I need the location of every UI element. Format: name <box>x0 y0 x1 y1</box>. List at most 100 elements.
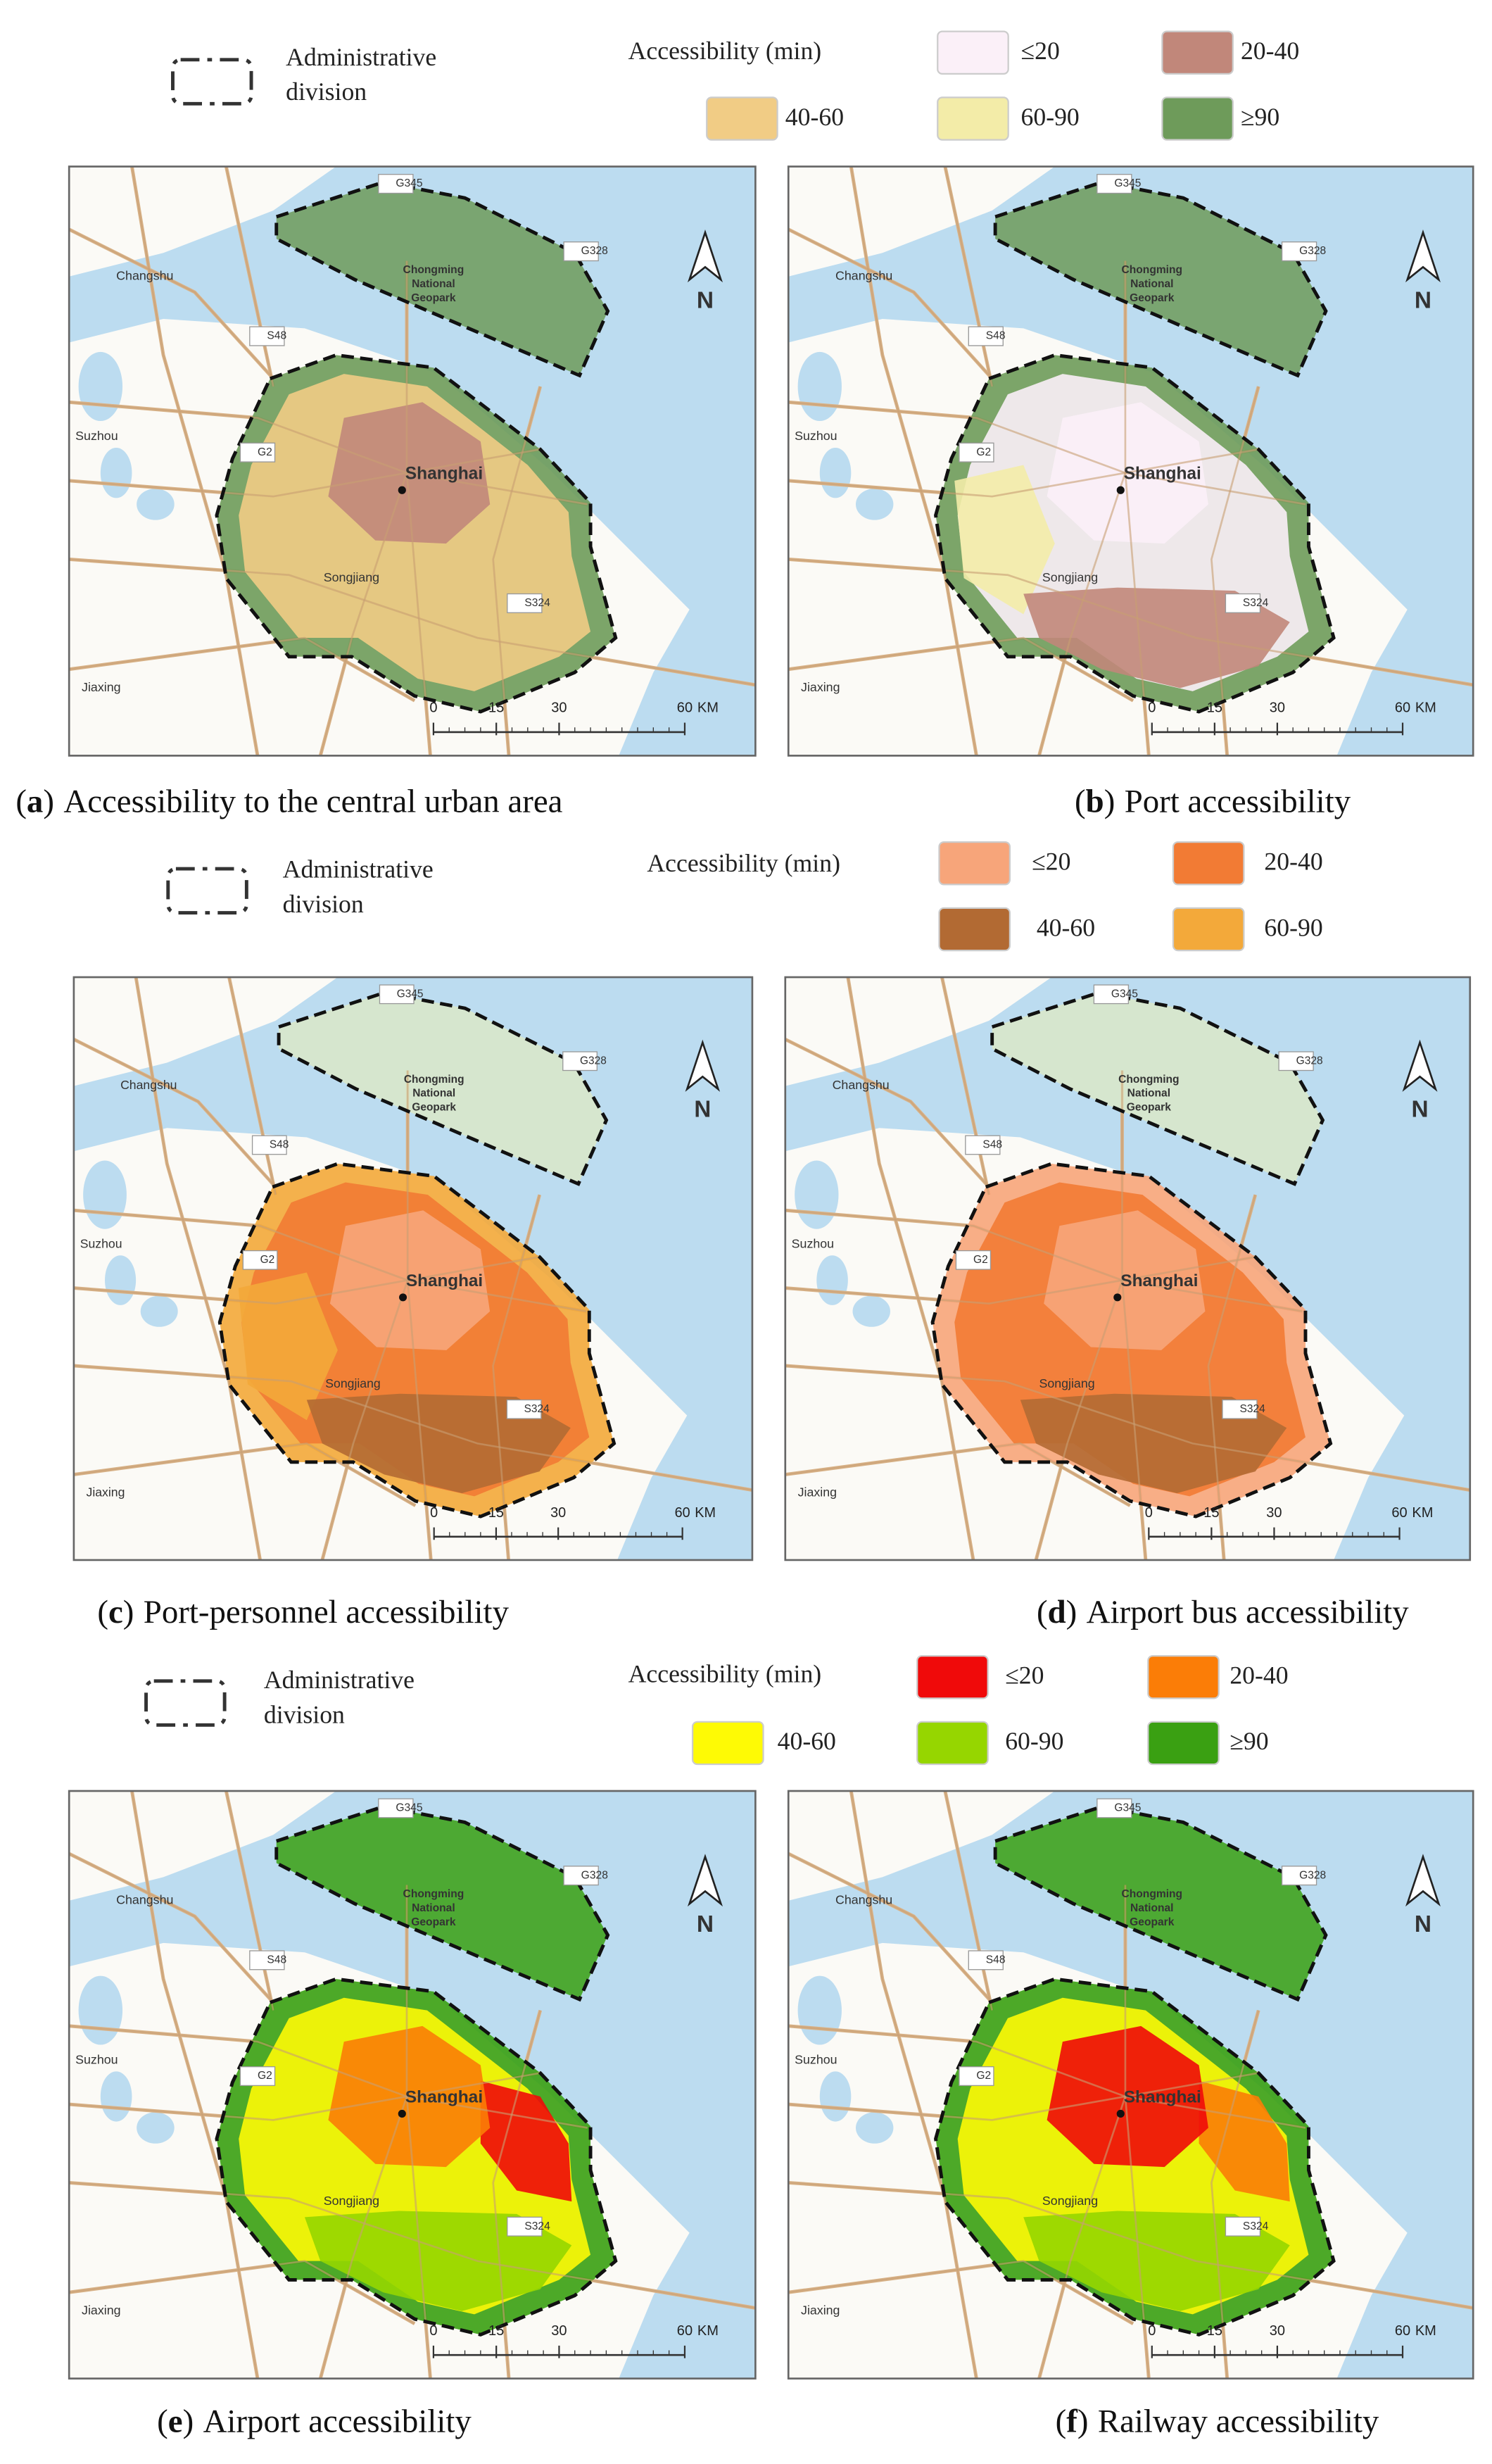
lake <box>100 447 132 498</box>
caption-paren: ) <box>1104 783 1115 819</box>
legend: Administrative division Accessibility (min… <box>166 841 1323 952</box>
city-marker <box>1116 486 1125 494</box>
map-label: Songjiang <box>1042 570 1098 584</box>
legend-swatch <box>1161 30 1234 75</box>
north-arrow <box>1402 1039 1438 1092</box>
road-shield <box>507 593 543 613</box>
map-label: N <box>1415 287 1431 313</box>
scale-label: 60 <box>675 1505 690 1521</box>
panel-caption: (d) Airport bus accessibility <box>1037 1594 1409 1630</box>
panel-caption: (b) Port accessibility <box>1075 783 1351 819</box>
caption-letter: e <box>168 2403 183 2439</box>
map-label: G328 <box>581 1869 608 1881</box>
map-label: G328 <box>581 245 608 257</box>
road-shield <box>959 2066 994 2087</box>
road-shield <box>1225 593 1261 613</box>
city-marker <box>399 1293 407 1302</box>
road-shield <box>239 442 276 463</box>
map-label: Shanghai <box>1124 2088 1201 2107</box>
zone-island <box>995 1806 1326 2000</box>
map-label: Geopark <box>411 1916 456 1928</box>
admin-boundary-icon <box>171 58 253 106</box>
map-label: Geopark <box>412 1102 456 1114</box>
admin-boundary <box>215 1977 618 2337</box>
map-label: S324 <box>1239 1403 1265 1415</box>
legend-label: 20-40 <box>1241 37 1299 65</box>
road-overlay <box>941 976 990 1195</box>
legend-swatch <box>1147 1721 1220 1766</box>
road-overlay <box>788 636 1134 702</box>
legend: Administrative division Accessibility (min… <box>171 30 1299 141</box>
map-label: N <box>694 1097 711 1123</box>
scale-label: 0 <box>1148 700 1156 716</box>
scale-label: 0 <box>429 2323 437 2339</box>
map-label: Chongming <box>404 1074 464 1086</box>
scale-unit: KM <box>697 700 719 716</box>
road-shield <box>959 442 994 463</box>
road-shield <box>251 1135 287 1155</box>
zone-south <box>1023 587 1290 689</box>
scale-label: 15 <box>488 700 504 716</box>
map-label: S48 <box>270 1139 289 1151</box>
map-label: G345 <box>397 988 424 1000</box>
map-frame <box>784 976 1472 1561</box>
road-overlay <box>225 166 274 387</box>
road-overlay <box>69 2260 415 2325</box>
lake <box>797 1975 842 2045</box>
legend-label: 60-90 <box>1264 913 1322 941</box>
map-label: G345 <box>1114 177 1141 189</box>
map-label: S48 <box>986 330 1006 342</box>
map-label: Suzhou <box>75 2053 118 2067</box>
scale-label: 15 <box>1203 1505 1219 1521</box>
legend-swatch <box>937 96 1009 141</box>
scale-label: 30 <box>551 2323 567 2339</box>
road-overlay <box>785 1209 1303 1313</box>
legend-swatch <box>1147 1654 1220 1699</box>
scale-unit: KM <box>1412 1505 1433 1521</box>
map-label: Geopark <box>1130 1916 1175 1928</box>
map-label: Shanghai <box>406 1271 483 1290</box>
north-arrow <box>1405 1854 1441 1907</box>
lake <box>140 1295 178 1327</box>
caption-text: Port accessibility <box>1125 783 1351 819</box>
map-label: National <box>1130 1902 1173 1914</box>
legend-swatch <box>1172 841 1245 886</box>
road-shield <box>249 1950 285 1970</box>
road-shield <box>239 2066 276 2087</box>
road-overlay <box>492 2010 541 2379</box>
scale-label: 60 <box>1395 2323 1410 2339</box>
road-overlay <box>319 2096 408 2379</box>
map-label: S48 <box>986 1954 1006 1966</box>
north-arrow <box>687 230 723 283</box>
road-overlay <box>849 1790 978 2379</box>
lake <box>137 2112 175 2144</box>
road-overlay <box>131 1790 259 2379</box>
scale-unit: KM <box>1415 700 1436 716</box>
road-overlay <box>788 401 1306 505</box>
panel-caption: (e) Airport accessibility <box>157 2403 472 2439</box>
legend-label: 60-90 <box>1005 1727 1063 1755</box>
map-label: Suzhou <box>80 1236 122 1250</box>
map-label: Suzhou <box>792 1237 834 1251</box>
map-panel: Changshu Suzhou Jiaxing Shanghai Songjiang S4… <box>784 976 1472 1561</box>
road-overlay <box>73 1256 540 1305</box>
admin-label: Administrative <box>283 855 434 884</box>
road-shield <box>249 326 285 346</box>
caption-text: Railway accessibility <box>1098 2403 1379 2439</box>
caption-text: Port-personnel accessibility <box>144 1594 510 1630</box>
map-label: Geopark <box>411 292 456 304</box>
map-label: Songjiang <box>1042 2194 1098 2208</box>
lake <box>78 351 123 422</box>
scale-label: 30 <box>1270 2323 1285 2339</box>
road-overlay <box>788 558 1474 686</box>
caption-text: Airport bus accessibility <box>1087 1594 1410 1630</box>
map-label: Songjiang <box>324 570 379 584</box>
caption-paren: ) <box>43 783 54 819</box>
map-label: G328 <box>580 1055 607 1067</box>
map-label: S324 <box>1243 597 1269 609</box>
road-shield <box>1278 1051 1314 1071</box>
legend-swatch <box>938 841 1011 886</box>
lake <box>855 2112 894 2144</box>
map-label: S324 <box>524 2220 550 2232</box>
